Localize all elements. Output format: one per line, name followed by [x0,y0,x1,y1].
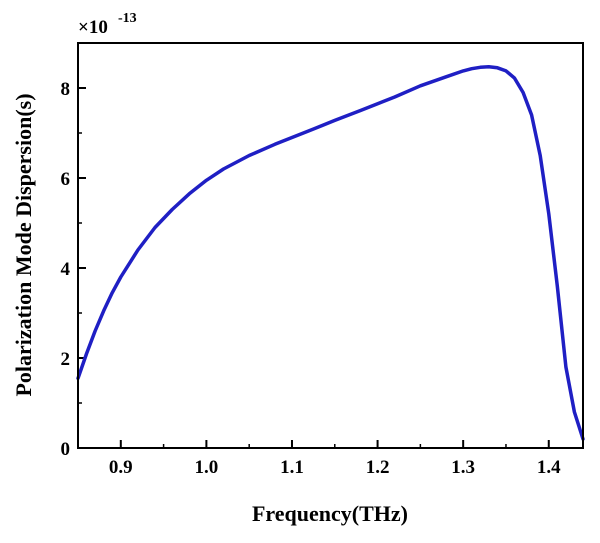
x-axis-title: Frequency(THz) [252,501,408,526]
x-tick-label: 1.3 [451,457,475,478]
x-tick-label: 1.4 [537,457,561,478]
y-multiplier-exponent: -13 [118,11,137,26]
y-tick-label: 4 [61,259,71,280]
x-tick-label: 1.1 [280,457,304,478]
x-tick-label: 1.0 [195,457,219,478]
y-axis-title: Polarization Mode Dispersion(s) [11,93,36,396]
series-line [76,65,585,441]
x-tick-label: 1.2 [366,457,390,478]
y-multiplier-base: ×10 [78,17,108,38]
plot-frame [77,42,584,449]
series-layer [76,65,585,441]
x-tick-label: 0.9 [109,457,133,478]
ticks-layer: 0.9 1.0 1.1 1.2 1.3 1.4 0 2 4 6 8 [61,79,562,478]
y-tick-label: 2 [61,349,71,370]
y-tick-label: 8 [61,79,71,100]
y-tick-label: 6 [61,169,71,190]
y-tick-label: 0 [61,439,71,460]
